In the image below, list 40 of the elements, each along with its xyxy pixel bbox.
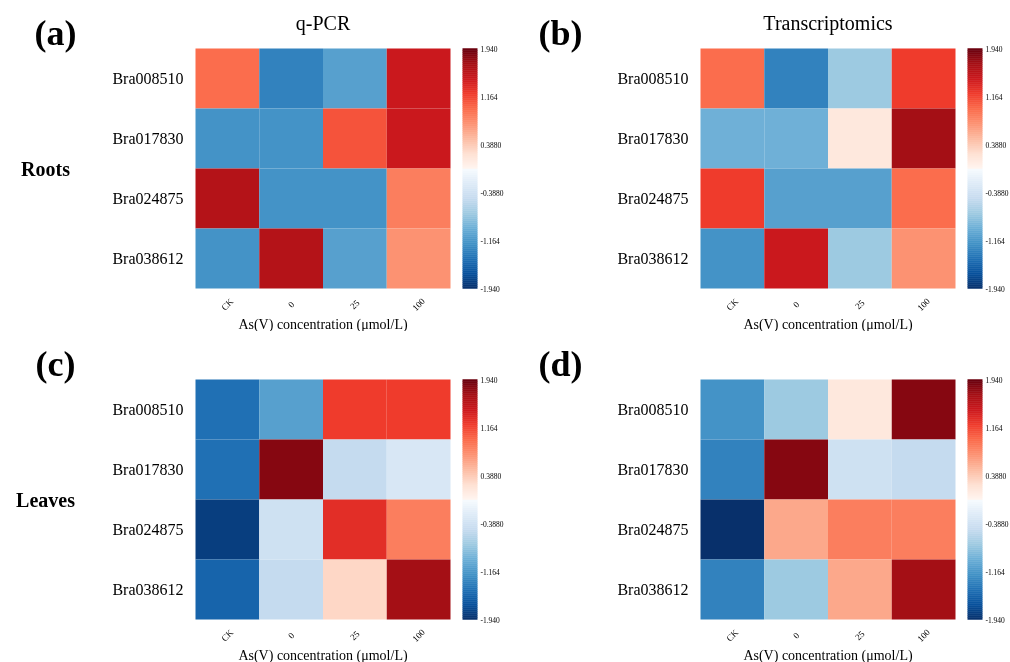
y-tick-label: Bra038612: [617, 581, 689, 598]
y-tick-label: Bra024875: [617, 521, 689, 538]
x-tick-label: 0: [286, 299, 297, 310]
x-tick-label: 0: [286, 630, 297, 641]
x-tick-label: 100: [915, 626, 933, 644]
x-tick-label: 25: [853, 628, 867, 643]
text: (d): [538, 343, 583, 384]
x-tick-label: 25: [853, 297, 867, 312]
y-tick-label: Bra038612: [112, 250, 184, 267]
y-axis-title: Leaves: [16, 488, 76, 511]
y-tick-label: Bra008510: [112, 401, 184, 418]
x-tick-label: 100: [410, 626, 428, 644]
x-tick-label: 0: [791, 299, 802, 310]
x-tick-label: CK: [219, 296, 236, 313]
y-tick-label: Bra038612: [617, 250, 689, 267]
y-tick-label: Bra017830: [112, 461, 184, 478]
y-tick-label: Bra017830: [617, 130, 689, 147]
x-tick-label: 0: [791, 630, 802, 641]
chart-title: Transcriptomics: [763, 11, 893, 35]
y-axis-title: Roots: [21, 157, 71, 180]
y-tick-label: Bra017830: [112, 130, 184, 147]
text: (b): [538, 12, 583, 53]
y-tick-label: Bra008510: [112, 70, 184, 87]
y-tick-label: Bra024875: [112, 521, 184, 538]
text: (a): [34, 12, 77, 53]
x-tick-label: 25: [348, 297, 362, 312]
y-tick-label: Bra008510: [617, 70, 689, 87]
x-tick-label: 100: [915, 295, 933, 313]
y-tick-label: Bra008510: [617, 401, 689, 418]
y-tick-label: Bra038612: [112, 581, 184, 598]
x-tick-label: 100: [410, 295, 428, 313]
x-tick-label: 25: [348, 628, 362, 643]
text: (c): [35, 343, 76, 384]
x-tick-label: CK: [724, 296, 741, 313]
y-tick-label: Bra024875: [617, 190, 689, 207]
chart-title: q-PCR: [295, 11, 351, 35]
x-tick-label: CK: [219, 627, 236, 644]
y-tick-label: Bra024875: [112, 190, 184, 207]
y-tick-label: Bra017830: [617, 461, 689, 478]
x-tick-label: CK: [724, 627, 741, 644]
